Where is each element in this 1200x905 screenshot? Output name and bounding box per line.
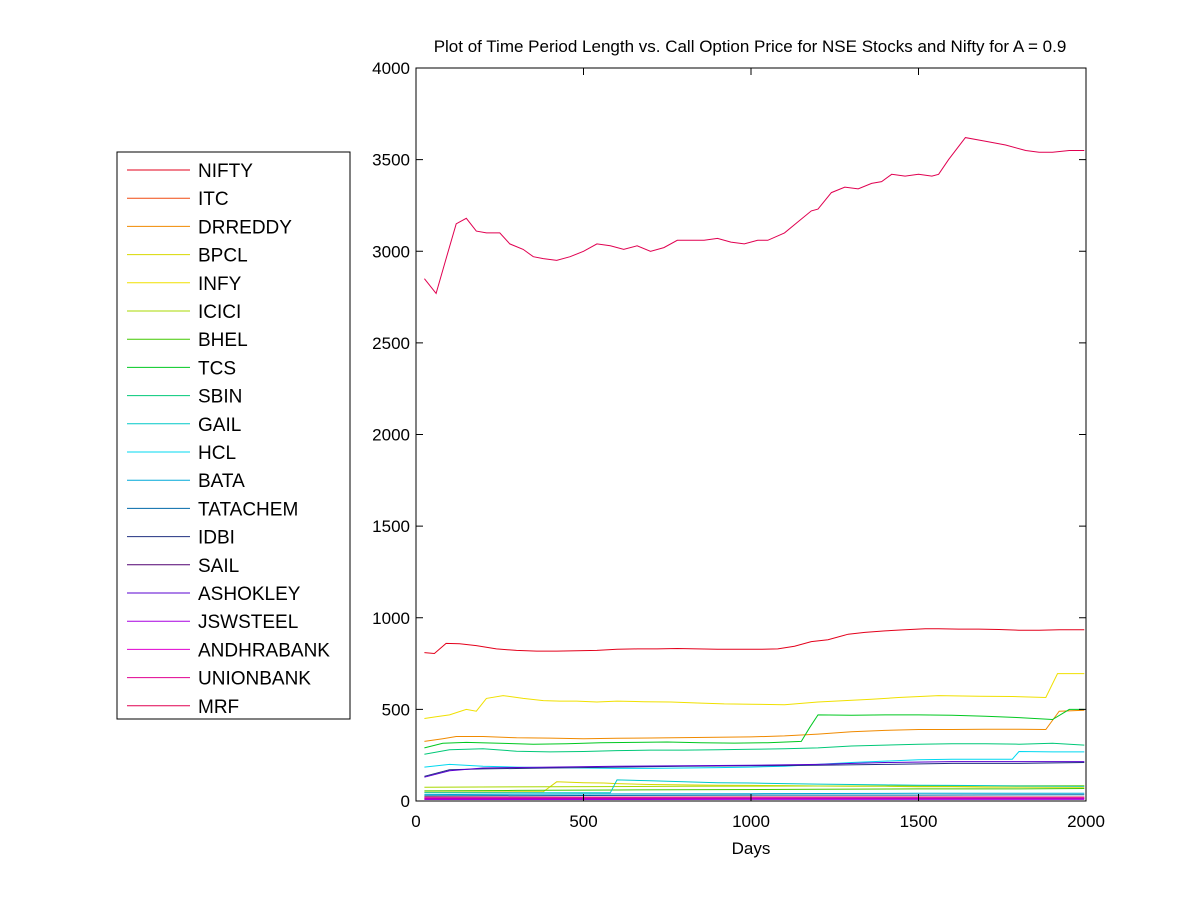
y-tick-label: 3000 xyxy=(372,242,410,261)
legend-label: NIFTY xyxy=(198,161,253,182)
series-line-bhel xyxy=(424,789,1084,791)
y-tick-label: 2500 xyxy=(372,334,410,353)
legend-label: UNIONBANK xyxy=(198,669,311,690)
series-line-drreddy xyxy=(424,710,1084,741)
legend-label: IDBI xyxy=(198,528,235,549)
legend-label: GAIL xyxy=(198,415,241,436)
series-line-ashokley xyxy=(424,762,1084,778)
legend-label: JSWSTEEL xyxy=(198,612,298,633)
legend-label: MRF xyxy=(198,697,239,718)
x-tick-label: 0 xyxy=(411,812,420,831)
y-tick-label: 4000 xyxy=(372,59,410,78)
legend-label: ICICI xyxy=(198,302,241,323)
y-tick-label: 3500 xyxy=(372,151,410,170)
series-line-tcs xyxy=(424,709,1084,748)
legend-label: ASHOKLEY xyxy=(198,584,301,605)
legend-label: ANDHRABANK xyxy=(198,640,330,661)
series-layer xyxy=(424,138,1084,800)
chart-title: Plot of Time Period Length vs. Call Opti… xyxy=(434,37,1067,56)
x-tick-label: 2000 xyxy=(1067,812,1105,831)
legend-label: HCL xyxy=(198,443,236,464)
series-line-idbi xyxy=(424,763,1084,777)
y-tick-label: 1500 xyxy=(372,517,410,536)
series-line-nifty xyxy=(424,629,1084,654)
legend-label: SAIL xyxy=(198,556,239,577)
legend-label: SBIN xyxy=(198,387,242,408)
series-line-tatachem xyxy=(424,795,1084,796)
series-line-mrf xyxy=(424,138,1084,294)
x-tick-label: 500 xyxy=(569,812,597,831)
x-tick-label: 1500 xyxy=(900,812,938,831)
legend-label: BATA xyxy=(198,471,245,492)
axes-layer: 0 500 1000 1500 2000 0 500 1000 1500 2000 2500 3000… xyxy=(372,59,1105,831)
plot-frame xyxy=(416,68,1086,801)
legend-label: TATACHEM xyxy=(198,499,298,520)
legend-label: DRREDDY xyxy=(198,217,292,238)
series-line-bata xyxy=(424,793,1084,794)
legend-label: BHEL xyxy=(198,330,248,351)
y-tick-label: 2000 xyxy=(372,426,410,445)
x-axis-label: Days xyxy=(732,839,771,858)
legend-label: TCS xyxy=(198,358,236,379)
y-tick-label: 1000 xyxy=(372,609,410,628)
y-tick-label: 0 xyxy=(401,792,410,811)
series-line-sbin xyxy=(424,743,1084,754)
series-line-infy xyxy=(424,674,1084,719)
y-tick-label: 500 xyxy=(382,700,410,719)
legend: NIFTY ITC DRREDDY BPCL INFY ICICI BHEL TCS SBIN G… xyxy=(117,152,350,719)
legend-label: ITC xyxy=(198,189,229,210)
legend-label: BPCL xyxy=(198,246,248,267)
legend-label: INFY xyxy=(198,274,242,295)
x-tick-label: 1000 xyxy=(732,812,770,831)
